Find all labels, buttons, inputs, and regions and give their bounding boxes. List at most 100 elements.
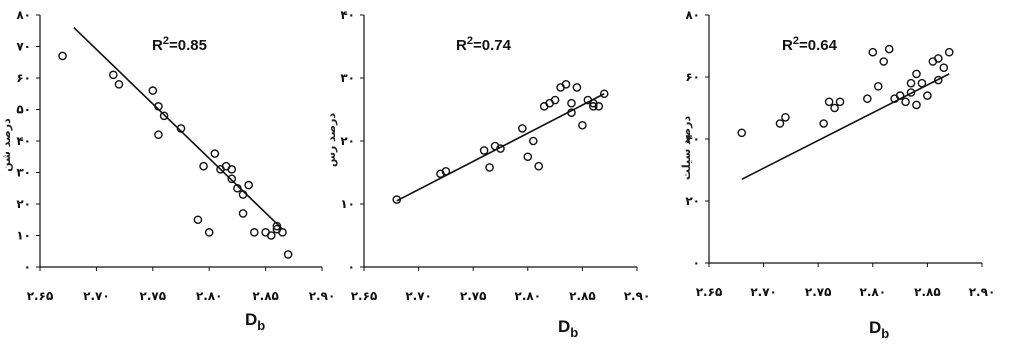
- panel-3-data-point: [906, 78, 916, 88]
- panel-2-x-tick-label: ۲.۹۰: [624, 289, 651, 303]
- panel-1-x-tick-label: ۲.۸۵: [252, 289, 279, 303]
- panel-3-x-tick-label: ۲.۹۰: [969, 285, 996, 299]
- panel-1-x-tick-label: ۲.۸۰: [196, 289, 223, 303]
- panel-1-data-point: [210, 149, 220, 158]
- panel-1-y-tick-label: ۰: [24, 260, 31, 274]
- panel-1-data-point: [266, 231, 276, 240]
- panel-1-data-point: [283, 250, 293, 259]
- panel-3-data-point: [895, 91, 905, 100]
- panel-1-data-point: [159, 111, 169, 121]
- panel-1-trendline: [73, 27, 284, 230]
- panel-1-data-point: [176, 124, 186, 133]
- panel-2-data-point: [534, 161, 544, 171]
- panel-1-data-point: [58, 51, 67, 61]
- panel-1-x-tick-label: ۲.۷۵: [140, 289, 167, 303]
- panel-2-data-point: [594, 102, 604, 111]
- panel-1-data-point: [154, 130, 163, 139]
- panel-3-data-point: [824, 97, 834, 107]
- panel-3-data-point: [901, 97, 910, 107]
- panel-3-x-tick-label: ۲.۷۰: [750, 285, 777, 299]
- panel-3-x-tick-label: ۲.۷۵: [805, 285, 832, 299]
- panel-2-data-point: [518, 124, 527, 133]
- panel-3-data-point: [939, 63, 949, 72]
- panel-3-data-point: [912, 69, 921, 79]
- panel-3-data-point: [912, 100, 921, 110]
- panel-1-y-tick-label: ۶۰: [16, 71, 31, 85]
- panel-1-data-point: [193, 215, 203, 225]
- panel-1-y-tick-label: ۴۰: [16, 134, 31, 148]
- panel-3-y-tick-label: ۸۰: [685, 8, 700, 22]
- panel-1-data-point: [227, 165, 237, 174]
- panel-2-data-point: [528, 136, 538, 146]
- panel-2-y-tick-label: ۰: [348, 260, 355, 274]
- panel-1-x-tick-label: ۲.۹۰: [309, 289, 336, 303]
- panel-1-data-point: [227, 174, 237, 184]
- panel-3-data-point: [868, 47, 878, 57]
- panel-2-data-point: [523, 152, 533, 162]
- panel-1-y-axis-label: درصد شن: [0, 118, 13, 172]
- panel-2-data-point: [589, 102, 598, 111]
- panel-1-data-point: [238, 190, 248, 199]
- panel-1-data-point: [114, 80, 124, 89]
- panel-2-data-point: [599, 89, 609, 99]
- panel-2-x-tick-label: ۲.۸۵: [569, 289, 596, 303]
- panel-1-y-tick-label: ۷۰: [16, 40, 31, 54]
- panel-1-data-point: [238, 209, 248, 218]
- panel-3-r-squared-label: R2=0.64: [782, 35, 838, 54]
- panel-2-data-point: [496, 144, 505, 153]
- panel-3-data-point: [830, 103, 839, 113]
- panel-2-y-tick-label: ۴۰: [340, 8, 355, 22]
- panel-3-x-axis-label: Db: [869, 318, 889, 341]
- panel-1-y-tick-label: ۱۰: [16, 229, 31, 243]
- panel-3-trendline: [741, 73, 950, 181]
- panel-3-y-tick-label: ۰: [693, 256, 700, 270]
- panel-1-x-axis-label: Db: [245, 310, 265, 333]
- panel-1-y-tick-label: ۲۰: [16, 197, 31, 211]
- panel-1-data-point: [199, 161, 208, 171]
- panel-1-data-point: [204, 228, 214, 237]
- panel-2-x-tick-label: ۲.۷۰: [405, 289, 432, 303]
- panel-2-y-tick-label: ۲۰: [340, 134, 355, 148]
- panel-3-data-point: [944, 47, 954, 57]
- panel-3-y-tick-label: ۴۰: [685, 132, 700, 146]
- panel-3-y-axis-label: درصد سیلت: [680, 116, 693, 181]
- panel-3-data-point: [835, 97, 845, 107]
- panel-3-data-point: [923, 91, 932, 100]
- panel-3-x-tick-label: ۲.۶۵: [696, 285, 723, 299]
- panel-3-data-point: [934, 54, 943, 63]
- panel-2-trendline: [396, 93, 605, 202]
- panel-1-x-tick-label: ۲.۶۵: [27, 289, 54, 303]
- panel-2-data-point: [485, 163, 494, 172]
- panel-3-data-point: [873, 82, 883, 91]
- panel-3-data-point: [934, 75, 943, 85]
- panel-3-data-point: [775, 119, 785, 128]
- panel-2-data-point: [392, 195, 402, 204]
- panel-1-data-point: [148, 86, 158, 95]
- panel-3-data-point: [884, 44, 894, 54]
- panel-2-x-tick-label: ۲.۷۵: [460, 289, 487, 303]
- panel-2-r-squared-label: R2=0.74: [456, 35, 512, 54]
- panel-2-data-point: [550, 95, 560, 105]
- panel-3-x-tick-label: ۲.۸۵: [914, 285, 941, 299]
- panel-3-data-point: [863, 94, 872, 103]
- panel-3-x-tick-label: ۲.۸۰: [860, 285, 887, 299]
- panel-2-x-tick-label: ۲.۶۵: [351, 289, 378, 303]
- panel-2-data-point: [578, 120, 587, 130]
- panel-2-data-point: [567, 108, 576, 117]
- panel-2-x-tick-label: ۲.۸۰: [515, 289, 542, 303]
- panel-2-data-point: [561, 80, 571, 89]
- panel-1-data-point: [272, 224, 282, 234]
- panel-3-data-point: [781, 113, 790, 122]
- panel-1-data-point: [272, 221, 282, 231]
- panel-2-data-point: [441, 166, 451, 176]
- panel-3-data-point: [737, 128, 747, 138]
- panel-1-data-point: [109, 70, 118, 80]
- panel-2-y-tick-label: ۳۰: [340, 71, 355, 85]
- panel-1-r-squared-label: R2=0.85: [152, 35, 207, 54]
- panel-3-data-point: [879, 57, 889, 66]
- panel-2-y-tick-label: ۱۰: [340, 197, 355, 211]
- panel-1-data-point: [233, 183, 242, 193]
- panel-1-data-point: [244, 180, 253, 190]
